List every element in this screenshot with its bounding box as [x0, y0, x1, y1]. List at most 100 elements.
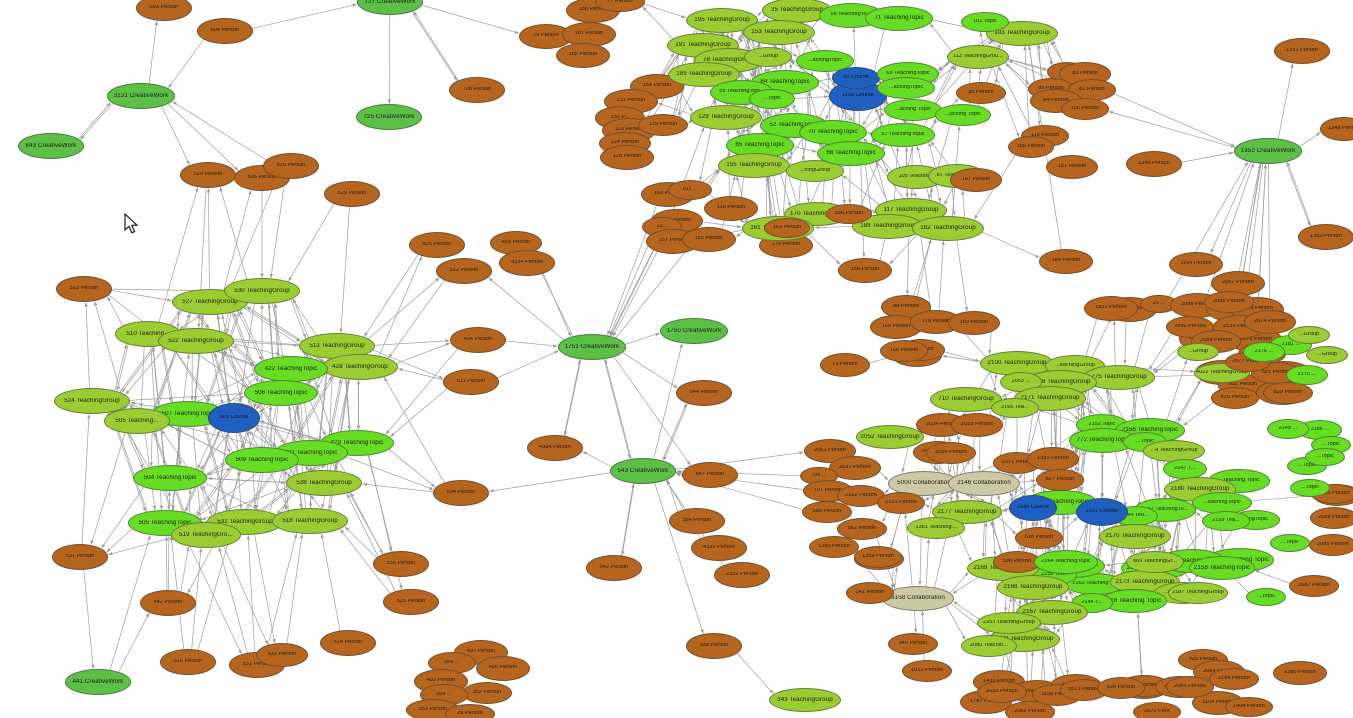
graph-node-teachingtopic[interactable]: 2149 ... [1267, 419, 1309, 439]
graph-node-person[interactable]: 535 Person [373, 551, 429, 577]
graph-node-teachingtopic[interactable]: ...aching Topic [884, 99, 942, 121]
graph-node-course[interactable]: 92 Course [832, 67, 880, 89]
graph-node-person[interactable]: 647 Person [682, 462, 738, 488]
graph-node-person[interactable]: 2035 Person [951, 413, 1003, 437]
graph-node-teachingtopic[interactable]: 416 Teaching Topic [1101, 589, 1167, 613]
graph-node-collaboration[interactable]: 2146 Collaboration [948, 470, 1020, 496]
graph-node-person[interactable]: 98 Person [956, 82, 1006, 104]
graph-node-person[interactable]: 2101 Person [877, 492, 925, 514]
graph-node-person[interactable]: 4334 Person [499, 250, 555, 276]
graph-node-person[interactable]: 2102 Person [714, 562, 770, 588]
graph-node-creativework[interactable]: 727 CreativeWork [357, 0, 423, 15]
graph-node-teachingtopic[interactable]: 504 TeachingTopic [133, 465, 207, 491]
graph-node-teachingtopic[interactable]: 422 TeachingTopic [254, 356, 328, 382]
graph-node-teachingtopic[interactable]: ...aching Topic [935, 104, 991, 126]
graph-node-course[interactable]: 2185 Course [1009, 495, 1057, 521]
graph-node-person[interactable]: 406 Person [476, 655, 530, 681]
graph-node-teachingtopic[interactable]: 71 TeachingTopic [865, 5, 933, 31]
graph-node-person[interactable]: 512 Person [436, 258, 492, 284]
graph-node-person[interactable]: 73 Person [820, 353, 870, 377]
graph-node-person[interactable]: 829 Person [1263, 382, 1313, 404]
graph-node-person[interactable]: 2380 Person [1273, 661, 1327, 685]
graph-node-course[interactable]: 2161 Course [1076, 498, 1128, 526]
graph-node-person[interactable]: 425 Person [409, 232, 465, 258]
graph-node-teachinggroup[interactable]: ...Group [1288, 326, 1330, 344]
graph-node-person[interactable]: 4332 Person [691, 535, 747, 561]
graph-node-person[interactable]: 167 Person [950, 168, 1002, 192]
graph-node-person[interactable]: 528 Person [263, 153, 319, 179]
graph-node-person[interactable]: 533 Person [256, 643, 308, 667]
graph-node-teachinggroup[interactable]: 522 TeachingGroup [158, 328, 234, 354]
graph-node-person[interactable]: 184 Person [1039, 248, 1093, 274]
graph-node-person[interactable]: 728 Person [449, 77, 505, 103]
graph-node-course[interactable]: 503 Course [208, 403, 260, 433]
graph-node-person[interactable]: 336 Person [826, 204, 872, 224]
graph-node-person[interactable]: 2085 Person [1309, 534, 1353, 556]
graph-node-person[interactable]: 1380 Person [809, 536, 859, 558]
graph-node-person[interactable]: 128 Person [600, 144, 654, 170]
graph-node-person[interactable]: 4304 Person [527, 435, 583, 461]
graph-node-person[interactable]: 163 Person [764, 218, 810, 238]
graph-node-person[interactable]: 544 Person [676, 380, 732, 406]
graph-node-person[interactable]: 542 Person [586, 555, 642, 581]
graph-node-person[interactable]: 183 Person [948, 311, 1000, 335]
graph-node-teachingtopic[interactable]: 509 TeachingTopic [225, 447, 299, 473]
graph-node-person[interactable]: 352 Person [462, 682, 512, 704]
graph-node-person[interactable]: 2058 Person [1204, 291, 1254, 313]
graph-node-teachinggroup[interactable]: 1381 Teaching... [907, 517, 965, 539]
graph-node-teachinggroup[interactable]: 113 TeachingGrou... [947, 45, 1009, 69]
graph-node-creativework[interactable]: 725 CreativeWork [356, 104, 422, 130]
graph-node-teachinggroup[interactable]: 518 TeachingGroup [272, 508, 348, 534]
graph-node-teachinggroup[interactable]: ...Group [1177, 343, 1219, 361]
graph-node-teachingtopic[interactable]: ...Topic [1305, 448, 1345, 466]
graph-node-teachinggroup[interactable]: 343 TeachingGroup [769, 688, 841, 712]
graph-node-person[interactable]: 165 Person [682, 226, 736, 252]
graph-node-person[interactable]: 1404 Person [1225, 697, 1273, 717]
graph-node-teachingtopic[interactable]: 2176 ... [1243, 342, 1285, 362]
graph-node-teachinggroup[interactable]: 155 TeachingGroup [718, 152, 790, 178]
graph-node-person[interactable]: 2065 Person [1166, 676, 1214, 698]
graph-node-teachinggroup[interactable]: 2080 Teachin... [961, 635, 1017, 657]
graph-node-teachinggroup[interactable]: 869 TeachingGr... [1126, 551, 1184, 573]
graph-node-creativework[interactable]: 1750 CreativeWork [660, 318, 728, 344]
graph-node-person[interactable]: 106 Person [1061, 98, 1109, 120]
graph-node-person[interactable]: 534 Person [433, 480, 489, 506]
graph-node-teachingtopic[interactable]: 57 TeachingTopic [871, 123, 935, 147]
graph-node-teachinggroup[interactable]: 2052 TeachingGroup [856, 425, 924, 449]
graph-node-creativework[interactable]: 1352 CreativeWork [1234, 138, 1302, 164]
graph-node-person[interactable]: 1013 Person [902, 660, 952, 682]
graph-node-person[interactable]: 241 Person [846, 582, 894, 604]
graph-node-teachinggroup[interactable]: 538 TeachingGroup [286, 470, 362, 496]
graph-node-person[interactable]: 442 Person [140, 590, 196, 616]
graph-node-teachingtopic[interactable]: 506 TeachingTopic [244, 380, 318, 406]
graph-node-teachinggroup[interactable]: 519 TeachingGro... [171, 522, 241, 548]
graph-node-teachinggroup[interactable]: 182 TeachingGroup [912, 215, 984, 241]
graph-node-teachingtopic[interactable]: 101 Topic [961, 12, 1009, 32]
graph-node-person[interactable]: 1350 Person [1298, 224, 1353, 250]
graph-node-person[interactable]: 2087 Person [1289, 575, 1339, 597]
graph-node-person[interactable]: 537 Person [52, 544, 108, 570]
graph-node-person[interactable]: 191 ... [668, 180, 712, 200]
graph-node-person[interactable]: 628 Person [1211, 387, 1259, 409]
graph-node-person[interactable]: 340 Person [888, 633, 938, 655]
graph-node-teachingtopic[interactable]: ...Topic [1290, 479, 1330, 497]
graph-node-teachinggroup[interactable]: ...Group [744, 47, 792, 67]
graph-node-teachinggroup[interactable]: 505 Teaching... [104, 408, 170, 434]
graph-node-teachingtopic[interactable]: 2175 ... [1286, 365, 1328, 385]
graph-node-person[interactable]: 516 Person [160, 649, 216, 675]
graph-node-teachinggroup[interactable]: 428 TeachingGroup [322, 354, 398, 380]
graph-node-teachinggroup[interactable]: 2168 TeachingGroup [997, 574, 1069, 600]
graph-node-person[interactable]: 515 Person [383, 589, 439, 615]
graph-node-person[interactable]: 580 Person [802, 501, 852, 523]
graph-node-teachingtopic[interactable]: ...Topic [749, 89, 795, 109]
graph-node-person[interactable]: 2074 Person [1244, 310, 1296, 334]
graph-node-person[interactable]: 151 Person [1046, 155, 1098, 179]
graph-node-teachingtopic[interactable]: 2164 TeachingTopic [1034, 550, 1098, 574]
graph-node-person[interactable]: 804 Person [197, 18, 253, 44]
graph-node-person[interactable]: 185 Person [556, 42, 610, 68]
graph-node-person[interactable]: 584 Person [669, 508, 725, 534]
graph-node-person[interactable]: 1348 Person [1320, 117, 1353, 141]
graph-node-person[interactable]: 2088 Person [1310, 507, 1353, 529]
graph-node-person[interactable]: 1351 Person [1274, 38, 1330, 64]
graph-node-person[interactable]: 1349 Person [1126, 151, 1182, 177]
